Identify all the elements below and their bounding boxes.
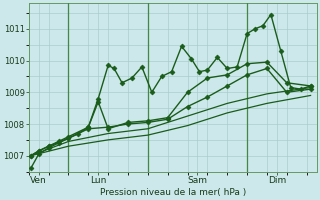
X-axis label: Pression niveau de la mer( hPa ): Pression niveau de la mer( hPa ) (100, 188, 246, 197)
